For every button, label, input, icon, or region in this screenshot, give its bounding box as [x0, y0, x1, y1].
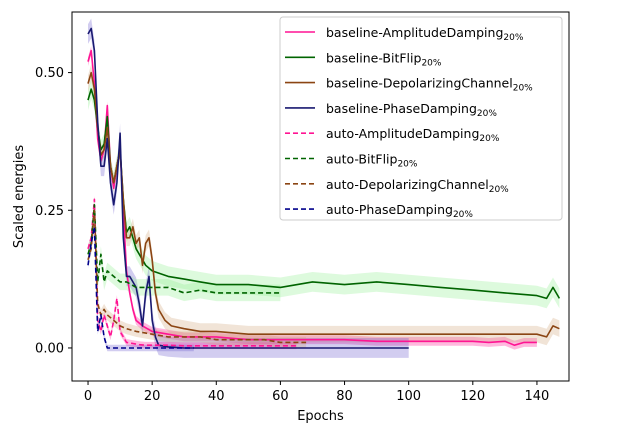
x-tick-label: 0	[84, 389, 92, 404]
band-5	[88, 196, 281, 302]
y-axis-label: Scaled energies	[12, 145, 27, 249]
series-lines	[87, 27, 561, 349]
legend-label: auto-PhaseDamping20%	[326, 202, 473, 220]
series-line-6	[87, 209, 307, 344]
legend-label: baseline-DepolarizingChannel20%	[326, 76, 533, 94]
legend: baseline-AmplitudeDamping20% baseline-Bit…	[279, 16, 563, 221]
x-tick-label: 40	[208, 389, 225, 404]
legend-label: baseline-BitFlip20%	[326, 50, 442, 68]
x-tick-label: 100	[396, 389, 421, 404]
x-tick-label: 20	[144, 389, 161, 404]
legend-label: auto-BitFlip20%	[326, 152, 418, 170]
legend-label: auto-AmplitudeDamping20%	[326, 126, 500, 144]
series-line-2	[87, 71, 560, 338]
band-1	[88, 79, 560, 309]
x-axis-label: Epochs	[297, 409, 344, 424]
x-tick-label: 140	[525, 389, 550, 404]
series-line-7	[87, 226, 194, 349]
series-line-1	[87, 88, 561, 300]
y-axis-ticks: 0.00 0.25 0.50	[35, 66, 72, 356]
y-tick-label: 0.25	[35, 204, 64, 219]
x-axis-ticks: 0 20 40 60 80 100 120 140	[84, 381, 549, 404]
plot-frame	[71, 11, 570, 382]
x-tick-label: 80	[336, 389, 353, 404]
legend-label: auto-DepolarizingChannel20%	[326, 177, 509, 195]
series-line-4	[87, 198, 297, 347]
x-tick-label: 120	[460, 389, 485, 404]
legend-label: baseline-AmplitudeDamping20%	[326, 25, 524, 43]
y-tick-label: 0.50	[35, 66, 64, 81]
series-line-5	[87, 204, 281, 294]
legend-box	[279, 16, 563, 221]
series-line-3	[87, 27, 409, 349]
y-tick-label: 0.00	[35, 341, 64, 356]
legend-label: baseline-PhaseDamping20%	[326, 101, 497, 119]
x-tick-label: 60	[272, 389, 289, 404]
